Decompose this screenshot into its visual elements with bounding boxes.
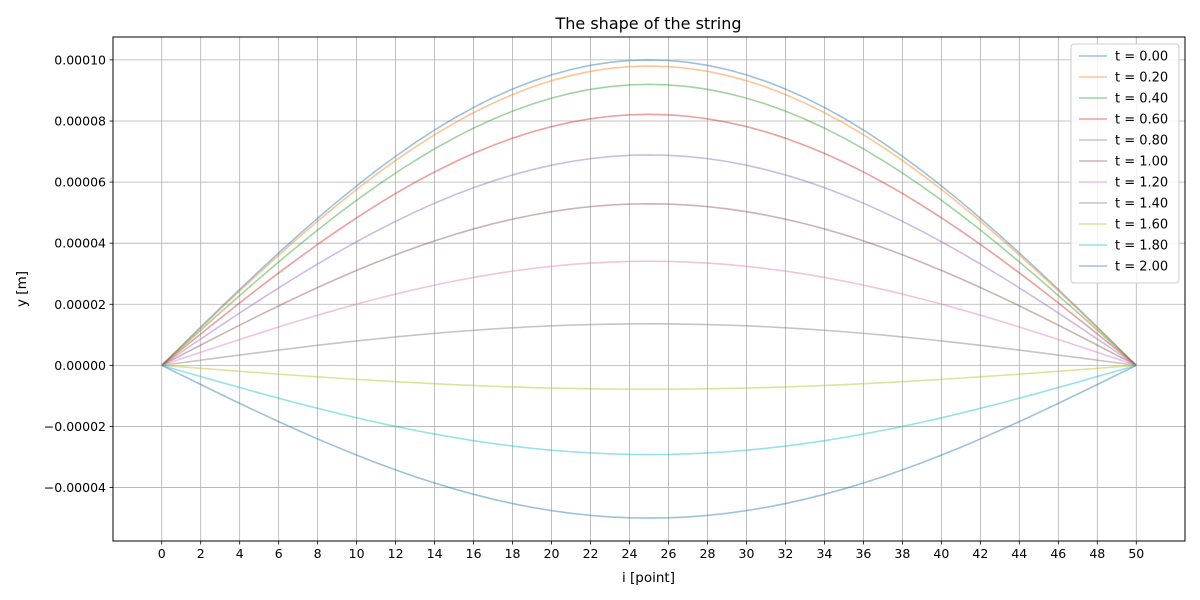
- legend-label: t = 0.00: [1115, 50, 1168, 65]
- x-tick-label: 18: [505, 546, 521, 561]
- x-tick-label: 10: [349, 546, 365, 561]
- x-tick-label: 22: [583, 546, 599, 561]
- series-lines: [161, 59, 1137, 519]
- legend-label: t = 0.40: [1115, 92, 1168, 107]
- series-line-2: [161, 83, 1137, 366]
- x-tick-label: 46: [1050, 546, 1066, 561]
- legend-label: t = 0.20: [1115, 71, 1168, 86]
- x-axis-label: i [point]: [622, 570, 675, 586]
- series-line-7: [161, 323, 1137, 367]
- series-line-1: [161, 65, 1137, 366]
- y-tick-label: 0.00008: [54, 114, 106, 129]
- x-tick-label: 30: [739, 546, 755, 561]
- y-tick-label: 0.00000: [54, 358, 106, 373]
- x-tick-label: 24: [622, 546, 638, 561]
- series-line-4: [161, 154, 1137, 367]
- x-tick-label: 32: [777, 546, 793, 561]
- x-tick-label: 44: [1011, 546, 1027, 561]
- x-tick-label: 34: [816, 546, 832, 561]
- series-line-10: [161, 364, 1137, 519]
- x-tick-label: 16: [466, 546, 482, 561]
- y-tick-label: −0.00002: [44, 419, 106, 434]
- series-line-8: [161, 364, 1137, 390]
- y-tick-label: 0.00010: [54, 52, 106, 67]
- legend: t = 0.00 t = 0.20 t = 0.40 t = 0.60 t = 0.80…: [1070, 43, 1180, 284]
- legend-label: t = 1.20: [1115, 176, 1168, 191]
- y-tick-label: 0.00004: [54, 236, 106, 251]
- x-tick-label: 14: [427, 546, 443, 561]
- x-tick-label: 12: [388, 546, 404, 561]
- y-tick-label: 0.00006: [54, 175, 106, 190]
- x-tick-label: 48: [1089, 546, 1105, 561]
- x-tick-label: 40: [933, 546, 949, 561]
- series-line-0: [161, 59, 1137, 366]
- x-tick-label: 26: [661, 546, 677, 561]
- chart-title: The shape of the string: [555, 14, 742, 33]
- x-tick-label: 6: [275, 546, 283, 561]
- legend-label: t = 1.40: [1115, 197, 1168, 212]
- x-tick-label: 50: [1128, 546, 1144, 561]
- legend-label: t = 2.00: [1115, 260, 1168, 275]
- legend-label: t = 0.60: [1115, 113, 1168, 128]
- series-line-5: [161, 202, 1137, 367]
- legend-label: t = 0.80: [1115, 134, 1168, 149]
- legend-label: t = 1.00: [1115, 155, 1168, 170]
- x-tick-label: 42: [972, 546, 988, 561]
- series-line-9: [161, 364, 1137, 456]
- legend-label: t = 1.60: [1115, 218, 1168, 233]
- x-tick-label: 20: [544, 546, 560, 561]
- x-axis-ticks: 0 2 4 6 8 10 12 14 16 18 20 22 24 26 28 30 32 34 36 38 40 42 4…: [158, 541, 1144, 561]
- x-tick-label: 38: [894, 546, 910, 561]
- x-tick-label: 8: [314, 546, 322, 561]
- y-axis-ticks: −0.00004 −0.00002 0.00000 0.00002 0.00004 0.0…: [44, 52, 113, 495]
- series-line-6: [161, 260, 1137, 367]
- x-tick-label: 36: [855, 546, 871, 561]
- series-line-3: [161, 113, 1137, 366]
- x-tick-label: 0: [158, 546, 166, 561]
- y-tick-label: −0.00004: [44, 480, 106, 495]
- y-tick-label: 0.00002: [54, 297, 106, 312]
- x-tick-label: 4: [236, 546, 244, 561]
- x-tick-label: 28: [700, 546, 716, 561]
- legend-label: t = 1.80: [1115, 239, 1168, 254]
- grid: [113, 37, 1185, 541]
- x-tick-label: 2: [197, 546, 205, 561]
- legend-box: [1070, 43, 1180, 284]
- y-axis-label: y [m]: [14, 271, 30, 307]
- plot-frame: [112, 36, 1186, 542]
